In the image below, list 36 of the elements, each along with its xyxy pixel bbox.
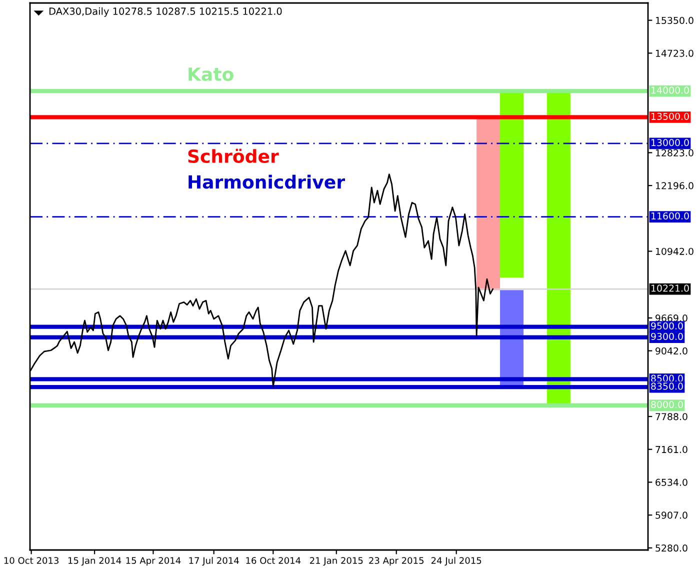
- x-tick-label: 23 Apr 2015: [369, 557, 424, 566]
- y-tick-label: 6534.0: [656, 478, 688, 486]
- ref-line-label: 8000.0: [651, 400, 683, 408]
- y-tick-label: 5280.0: [656, 544, 688, 552]
- y-tick-label: 14723.0: [656, 50, 694, 57]
- ref-line-label: 8350.0: [651, 382, 683, 390]
- chart-title: DAX30,Daily 10278.5 10287.5 10215.5 10221.0: [49, 7, 282, 17]
- x-tick-label: 15 Jan 2014: [68, 557, 122, 566]
- y-tick-label: 7788.0: [656, 413, 688, 420]
- ref-line-label: 9500.0: [651, 322, 683, 330]
- annotation: Harmonicdriver: [188, 174, 346, 189]
- bar: [476, 117, 500, 290]
- x-tick-label: 16 Oct 2014: [246, 557, 301, 564]
- x-tick-label: 24 Jul 2015: [431, 556, 482, 566]
- y-tick-label: 15350.0: [656, 16, 694, 24]
- annotation: Schröder: [188, 148, 279, 164]
- y-tick-label: 9042.0: [656, 347, 688, 355]
- y-tick-label: 7161.0: [656, 446, 688, 454]
- bar: [546, 91, 570, 406]
- y-tick-label: 12823.0: [656, 149, 694, 156]
- x-tick-label: 17 Jul 2014: [189, 556, 239, 566]
- ref-line-label: 10221.0: [652, 284, 689, 292]
- ref-line-label: 13500.0: [652, 112, 689, 120]
- ref-line-label: 9300.0: [651, 332, 683, 340]
- bar: [500, 91, 524, 278]
- ref-line-label: 11600.0: [652, 212, 689, 220]
- y-tick-label: 9669.0: [656, 314, 688, 322]
- x-tick-label: 21 Jan 2015: [310, 557, 363, 566]
- y-tick-label: 5907.0: [656, 512, 688, 519]
- x-tick-label: 15 Apr 2014: [126, 557, 181, 566]
- y-tick-label: 10942.0: [656, 248, 694, 255]
- y-tick-label: 12196.0: [656, 182, 694, 190]
- x-tick-label: 10 Oct 2013: [4, 557, 58, 564]
- ref-line-label: 13000.0: [652, 139, 689, 146]
- annotation: Kato: [188, 68, 234, 81]
- ref-line-label: 14000.0: [652, 86, 689, 94]
